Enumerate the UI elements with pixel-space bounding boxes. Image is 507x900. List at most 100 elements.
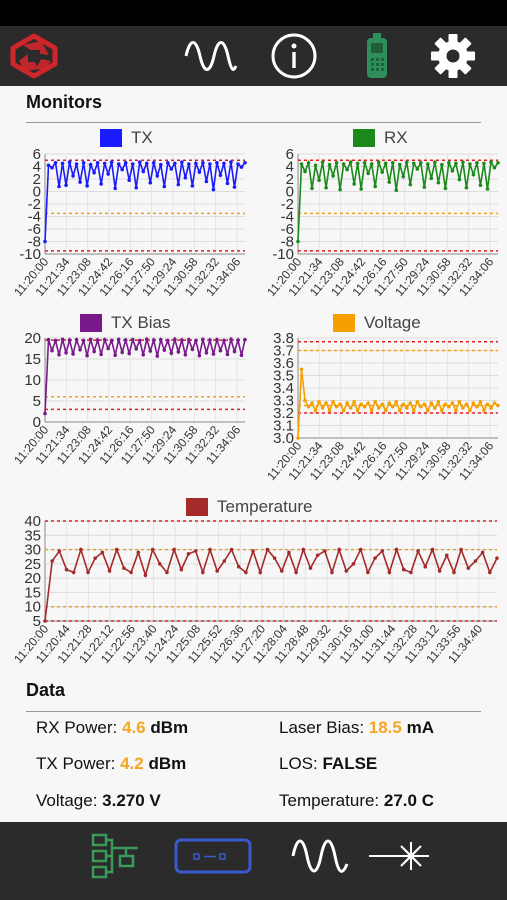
- data-point: [239, 353, 244, 358]
- y-tick-label: 3.6: [273, 355, 294, 372]
- data-point: [180, 338, 184, 342]
- data-point: [158, 162, 163, 167]
- data-point: [74, 337, 79, 342]
- gear-icon[interactable]: [428, 30, 478, 82]
- data-point: [244, 570, 248, 575]
- data-point: [71, 570, 76, 575]
- legend-label: TX Bias: [111, 313, 171, 332]
- data-point: [436, 180, 441, 185]
- data-point: [71, 174, 75, 178]
- data-point: [301, 547, 306, 552]
- data-point: [194, 338, 198, 343]
- data-point: [258, 570, 263, 575]
- transceiver-icon[interactable]: [172, 830, 254, 882]
- waveform-icon[interactable]: [183, 30, 239, 82]
- data-point: [429, 401, 434, 405]
- data-point: [344, 569, 349, 573]
- voltage-label: Voltage:: [36, 791, 103, 810]
- data-point: [169, 167, 174, 171]
- laser-icon[interactable]: [366, 830, 432, 882]
- device-icon[interactable]: [360, 30, 394, 82]
- data-point: [452, 570, 456, 575]
- temperature-value: 27.0 C: [383, 791, 434, 810]
- data-point: [380, 170, 385, 174]
- legend-swatch: [186, 498, 208, 516]
- data-point: [99, 352, 103, 357]
- data-point: [397, 408, 402, 413]
- y-tick-label: 25: [24, 556, 41, 573]
- series-line: [297, 159, 499, 242]
- data-point: [394, 188, 399, 193]
- y-tick-label: 2: [33, 171, 41, 188]
- data-point: [151, 160, 156, 165]
- data-point: [383, 161, 388, 166]
- tx-power-unit: dBm: [143, 754, 187, 773]
- data-point: [394, 547, 399, 552]
- data-point: [299, 162, 304, 166]
- data-point: [461, 406, 465, 410]
- data-point: [369, 408, 374, 413]
- data-point: [415, 399, 420, 404]
- data-point: [187, 337, 191, 342]
- data-point: [127, 178, 132, 183]
- data-point: [345, 167, 349, 172]
- data-point: [313, 408, 318, 413]
- data-point: [141, 169, 146, 174]
- data-point: [102, 337, 107, 342]
- data-point: [443, 186, 448, 191]
- legend-label: Voltage: [364, 313, 421, 332]
- data-point: [107, 569, 112, 573]
- waveform-icon[interactable]: [290, 830, 350, 882]
- chart-legend-tx: TX: [100, 128, 153, 148]
- y-tick-label: 30: [24, 542, 41, 559]
- data-point: [53, 160, 58, 165]
- data-point: [488, 570, 492, 575]
- data-point: [166, 338, 170, 343]
- legend-label: RX: [384, 128, 408, 147]
- chart-legend-rx: RX: [353, 128, 408, 148]
- data-point: [466, 566, 471, 570]
- network-icon[interactable]: [88, 830, 144, 882]
- data-point: [123, 338, 128, 342]
- voltage-value: 3.270 V: [102, 791, 161, 810]
- y-tick-label: -8: [281, 234, 294, 251]
- content-area: Monitors TX RX TX Bias Voltage Temperatu…: [0, 86, 507, 822]
- data-point: [50, 165, 54, 170]
- data-point: [373, 184, 377, 189]
- temperature-readout: Temperature: 27.0 C: [279, 791, 434, 811]
- data-point: [495, 556, 499, 560]
- data-point: [352, 182, 356, 186]
- y-tick-label: 15: [24, 351, 41, 368]
- data-point: [475, 160, 479, 165]
- data-point: [67, 160, 72, 164]
- logo-icon[interactable]: [4, 30, 64, 82]
- y-tick-label: 3.7: [273, 343, 294, 360]
- data-point: [85, 184, 89, 188]
- data-point: [218, 173, 223, 178]
- data-point: [92, 349, 96, 354]
- series-line: [297, 369, 499, 439]
- data-point: [222, 559, 227, 563]
- data-point: [43, 239, 47, 244]
- data-point: [366, 401, 370, 405]
- y-tick-label: 3.3: [273, 393, 294, 410]
- y-tick-label: 0: [33, 184, 41, 201]
- info-icon[interactable]: [268, 30, 320, 82]
- data-point: [433, 160, 437, 164]
- data-point: [50, 348, 54, 353]
- data-point: [401, 567, 406, 572]
- data-point: [437, 569, 442, 573]
- y-tick-label: 6: [33, 146, 41, 163]
- data-point: [430, 547, 435, 552]
- los-label: LOS:: [279, 754, 323, 773]
- data-point: [492, 165, 497, 170]
- data-point: [334, 404, 339, 409]
- y-tick-label: 3.2: [273, 405, 294, 422]
- data-point: [303, 398, 307, 403]
- data-point: [190, 347, 195, 352]
- data-point: [411, 408, 416, 413]
- data-point: [296, 436, 300, 440]
- data-point: [64, 350, 68, 355]
- data-point: [324, 185, 328, 190]
- data-point: [426, 162, 430, 166]
